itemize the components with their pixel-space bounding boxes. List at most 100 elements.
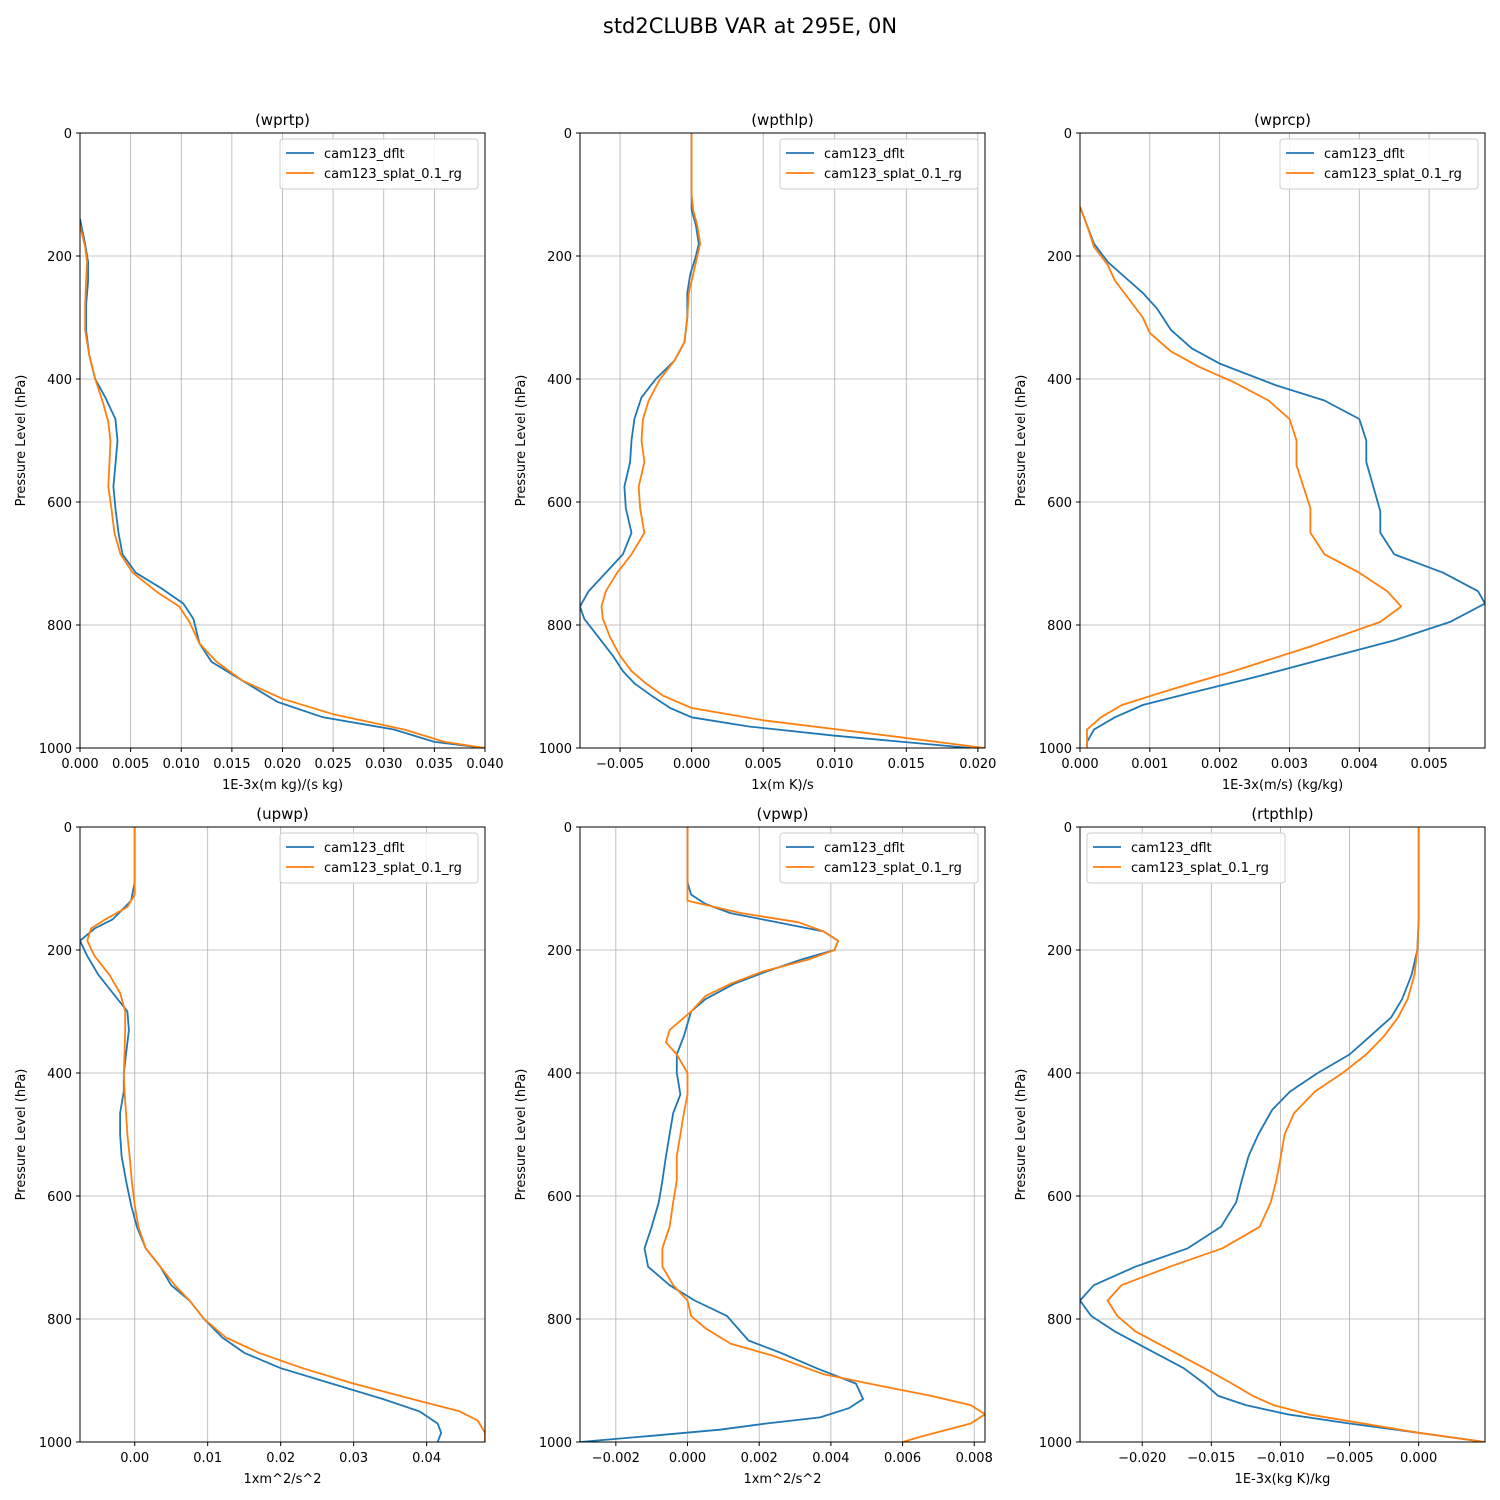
y-tick-label: 0 [64,127,72,142]
x-tick-label: 0.020 [264,757,301,772]
x-tick-label: 0.030 [365,757,402,772]
legend-box [1086,832,1286,884]
legend-box [779,138,979,190]
y-tick-label: 400 [547,1067,572,1082]
x-tick-label: 0.004 [1341,757,1378,772]
x-tick-label: 0.001 [1131,757,1168,772]
y-tick-label: 1000 [539,1436,572,1451]
panel-title: (wprtp) [255,111,310,129]
series-line-1 [1080,827,1485,1442]
y-axis-label: Pressure Level (hPa) [1014,1069,1029,1201]
legend: cam123_dflt cam123_splat_0.1_rg [779,138,979,190]
y-tick-label: 0 [1064,127,1072,142]
legend: cam123_dflt cam123_splat_0.1_rg [1086,832,1286,884]
y-axis-label: Pressure Level (hPa) [514,1069,529,1201]
x-tick-label: −0.020 [1118,1451,1166,1466]
x-tick-label: 0.00 [120,1451,149,1466]
x-tick-label: 0.002 [1201,757,1238,772]
y-axis-label: Pressure Level (hPa) [14,375,29,507]
y-tick-label: 800 [1047,1313,1072,1328]
x-tick-label: 0.006 [884,1451,921,1466]
y-tick-label: 200 [547,944,572,959]
figure-title: std2CLUBB VAR at 295E, 0N [602,14,898,38]
x-tick-label: 0.035 [416,757,453,772]
panel-title: (wprcp) [1254,111,1311,129]
y-tick-label: 400 [1047,1067,1072,1082]
y-tick-label: 200 [47,250,72,265]
legend-label-2: cam123_splat_0.1_rg [324,861,462,876]
y-tick-label: 600 [547,1190,572,1205]
x-tick-label: 0.008 [956,1451,993,1466]
y-tick-label: 0 [1064,821,1072,836]
x-tick-label: 0.005 [745,757,782,772]
x-tick-label: −0.010 [1256,1451,1304,1466]
y-tick-label: 600 [547,496,572,511]
axes-frame [579,132,986,749]
legend: cam123_dflt cam123_splat_0.1_rg [779,832,979,884]
panel-title: (upwp) [256,805,309,823]
panel-title: (vpwp) [757,805,809,823]
x-tick-label: 0.010 [816,757,853,772]
legend-box [279,832,479,884]
axes-frame [79,826,486,1443]
x-tick-label: 0.01 [193,1451,222,1466]
series-line-2 [1080,206,1403,748]
y-tick-label: 400 [47,373,72,388]
series-line-2 [600,133,985,748]
x-tick-label: 0.04 [412,1451,441,1466]
panel-rtpthlp: −0.020 −0.015 −0.010 −0.005 0.000 0 200 400 600 8… [1014,805,1486,1487]
y-tick-label: 0 [564,821,572,836]
y-tick-label: 1000 [1039,742,1072,757]
legend-box [779,832,979,884]
x-tick-label: 0.000 [61,757,98,772]
x-tick-label: 0.000 [1400,1451,1437,1466]
y-tick-label: 0 [564,127,572,142]
axes-frame [1079,826,1486,1443]
y-tick-label: 200 [1047,944,1072,959]
y-tick-label: 400 [47,1067,72,1082]
legend-label-2: cam123_splat_0.1_rg [824,167,962,182]
panel-wpthlp: −0.005 0.000 0.005 0.010 0.015 0.020 0 200 400 60… [514,111,996,793]
series-line-2 [80,225,485,748]
series-line-2 [661,827,985,1442]
y-tick-label: 600 [1047,496,1072,511]
y-tick-label: 800 [547,619,572,634]
y-tick-label: 800 [47,619,72,634]
legend-label-1: cam123_dflt [324,841,405,856]
legend-label-1: cam123_dflt [1324,147,1405,162]
y-tick-label: 200 [1047,250,1072,265]
series-line-2 [1106,827,1485,1442]
x-axis-label: 1E-3x(m kg)/(s kg) [222,778,343,793]
y-tick-label: 0 [64,821,72,836]
y-tick-label: 1000 [39,742,72,757]
x-axis-label: 1E-3x(m/s) (kg/kg) [1222,778,1343,793]
panel-vpwp: −0.002 0.000 0.002 0.004 0.006 0.008 0 200 400 60… [514,805,993,1487]
x-tick-label: −0.005 [1325,1451,1373,1466]
x-axis-label: 1x(m K)/s [751,778,814,793]
x-tick-label: −0.015 [1187,1451,1235,1466]
legend-box [1279,138,1479,190]
legend: cam123_dflt cam123_splat_0.1_rg [1279,138,1479,190]
series-line-1 [580,133,971,748]
y-tick-label: 600 [1047,1190,1072,1205]
series-line-1 [80,218,485,748]
x-tick-label: 0.000 [673,757,710,772]
y-axis-label: Pressure Level (hPa) [514,375,529,507]
legend-box [279,138,479,190]
panel-wprtp: 0.000 0.005 0.010 0.015 0.020 0.025 0.030 0.035… [14,111,504,793]
x-tick-label: 0.004 [812,1451,849,1466]
x-tick-label: 0.02 [266,1451,295,1466]
x-tick-label: −0.005 [596,757,644,772]
series-line-1 [580,827,864,1442]
y-tick-label: 1000 [39,1436,72,1451]
x-tick-label: 0.003 [1271,757,1308,772]
legend-label-1: cam123_dflt [824,147,905,162]
x-axis-label: 1xm^2/s^2 [743,1472,821,1487]
y-tick-label: 600 [47,1190,72,1205]
y-tick-label: 800 [547,1313,572,1328]
panel-upwp: 0.00 0.01 0.02 0.03 0.04 0 200 400 600 800 1000 (up… [14,805,486,1487]
axes-frame [579,826,986,1443]
x-tick-label: 0.025 [315,757,352,772]
series-line-1 [1080,206,1485,748]
